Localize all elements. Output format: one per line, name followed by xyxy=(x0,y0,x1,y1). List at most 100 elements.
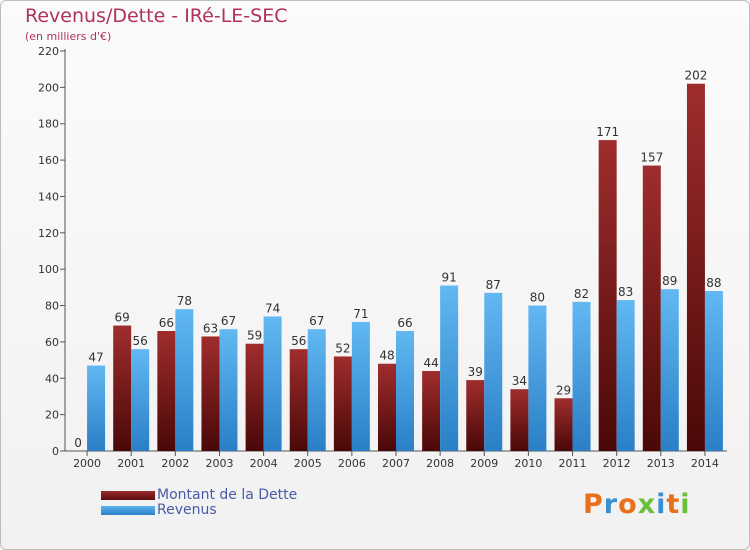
y-axis: 0 20 40 60 80 100 120 140 160 180 200 220 xyxy=(38,45,66,458)
bar-revenus-label: 91 xyxy=(441,271,456,285)
bar-revenus-2009 xyxy=(484,292,503,451)
legend-swatch-dette xyxy=(101,490,155,500)
y-tick-label: 60 xyxy=(45,336,59,349)
x-tick-label: 2010 xyxy=(514,457,542,470)
bar-revenus-label: 89 xyxy=(662,274,677,288)
bar-revenus-2008 xyxy=(440,285,459,451)
logo-letter: i xyxy=(656,489,667,520)
x-tick-label: 2000 xyxy=(73,457,101,470)
bar-revenus-label: 83 xyxy=(618,285,633,299)
bar-dette-2005 xyxy=(289,349,308,451)
bar-dette-label: 48 xyxy=(379,349,394,363)
bars xyxy=(87,83,723,452)
y-tick-label: 80 xyxy=(45,300,59,313)
logo-letter: i xyxy=(680,489,691,520)
y-tick-label: 120 xyxy=(38,227,59,240)
logo-letter: x xyxy=(637,489,657,520)
x-tick-label: 2007 xyxy=(382,457,410,470)
legend-item-dette: Montant de la Dette xyxy=(101,487,298,503)
bar-revenus-2012 xyxy=(616,300,635,451)
bar-dette-2013 xyxy=(642,165,661,451)
bar-revenus-2003 xyxy=(219,329,238,451)
bar-dette-2014 xyxy=(686,83,705,452)
bar-dette-label: 52 xyxy=(335,341,350,355)
chart-title: Revenus/Dette - IRé-LE-SEC xyxy=(25,5,288,27)
bar-revenus-2007 xyxy=(396,331,414,451)
bar-revenus-label: 67 xyxy=(309,314,324,328)
legend-swatch-revenus xyxy=(101,505,155,515)
bar-dette-label: 63 xyxy=(203,321,218,335)
bar-dette-2006 xyxy=(333,356,352,451)
y-tick-label: 20 xyxy=(45,409,59,422)
bar-revenus-2011 xyxy=(572,301,591,451)
bar-dette-2003 xyxy=(201,336,220,451)
bar-revenus-2013 xyxy=(660,289,679,451)
y-tick-label: 180 xyxy=(38,118,59,131)
bar-dette-label: 0 xyxy=(74,436,82,450)
bar-dette-label: 59 xyxy=(247,329,262,343)
logo-letter: P xyxy=(583,489,604,520)
x-tick-label: 2003 xyxy=(205,457,233,470)
y-tick-label: 0 xyxy=(52,445,59,458)
bar-dette-2010 xyxy=(510,389,529,451)
chart-subtitle: (en milliers d'€) xyxy=(25,30,112,43)
bar-dette-label: 171 xyxy=(596,125,619,139)
bar-revenus-label: 82 xyxy=(574,287,589,301)
bar-revenus-2005 xyxy=(307,329,326,451)
bar-revenus-label: 71 xyxy=(353,307,368,321)
y-tick-label: 220 xyxy=(38,45,59,58)
bar-revenus-label: 47 xyxy=(88,351,103,365)
x-tick-label: 2004 xyxy=(250,457,278,470)
data-labels: 0 69 66 63 59 56 52 48 44 39 34 29 171 157 202 47 56 78 67… xyxy=(74,69,721,450)
y-tick-label: 140 xyxy=(38,190,59,203)
y-tick-label: 200 xyxy=(38,81,59,94)
bar-dette-2004 xyxy=(245,343,264,451)
bar-revenus-label: 67 xyxy=(221,314,236,328)
bar-revenus-label: 88 xyxy=(706,276,721,290)
bar-revenus-2004 xyxy=(263,316,282,451)
x-tick-label: 2001 xyxy=(117,457,145,470)
bar-dette-2001 xyxy=(113,325,132,451)
bar-revenus-2014 xyxy=(704,291,723,451)
legend-label-revenus: Revenus xyxy=(157,502,217,518)
bar-dette-label: 44 xyxy=(423,356,438,370)
bar-revenus-label: 74 xyxy=(265,301,280,315)
bar-revenus-2010 xyxy=(528,305,547,451)
bar-dette-label: 157 xyxy=(640,151,663,165)
logo-letter: o xyxy=(618,489,638,520)
bar-dette-label: 69 xyxy=(115,311,130,325)
bar-dette-2002 xyxy=(157,331,176,451)
logo-letter: t xyxy=(666,489,681,520)
bar-dette-2012 xyxy=(598,140,617,451)
bar-revenus-label: 87 xyxy=(486,278,501,292)
x-axis: 2000 2001 2002 2003 2004 2005 2006 2007 2008 2009… xyxy=(65,450,727,470)
bar-revenus-label: 56 xyxy=(133,334,148,348)
x-tick-label: 2013 xyxy=(647,457,675,470)
x-tick-label: 2006 xyxy=(338,457,366,470)
bar-revenus-2002 xyxy=(175,309,194,451)
bar-dette-label: 66 xyxy=(159,316,174,330)
bar-dette-label: 56 xyxy=(291,334,306,348)
bar-dette-2008 xyxy=(422,371,441,451)
x-tick-label: 2009 xyxy=(470,457,498,470)
bar-revenus-2006 xyxy=(351,321,370,451)
y-tick-label: 160 xyxy=(38,154,59,167)
x-tick-label: 2002 xyxy=(161,457,189,470)
x-tick-label: 2008 xyxy=(426,457,454,470)
legend-label-dette: Montant de la Dette xyxy=(157,487,298,503)
x-tick-label: 2005 xyxy=(294,457,322,470)
logo-letter: r xyxy=(603,489,619,520)
bar-revenus-2001 xyxy=(131,349,150,451)
bar-dette-2007 xyxy=(378,363,396,451)
y-tick-label: 40 xyxy=(45,372,59,385)
bar-revenus-label: 80 xyxy=(530,291,545,305)
y-tick-label: 100 xyxy=(38,263,59,276)
bar-dette-label: 202 xyxy=(684,69,707,83)
bar-dette-label: 34 xyxy=(512,374,527,388)
bar-revenus-label: 66 xyxy=(397,316,412,330)
x-tick-label: 2012 xyxy=(603,457,631,470)
x-tick-label: 2014 xyxy=(691,457,719,470)
bar-revenus-2000 xyxy=(87,365,106,451)
